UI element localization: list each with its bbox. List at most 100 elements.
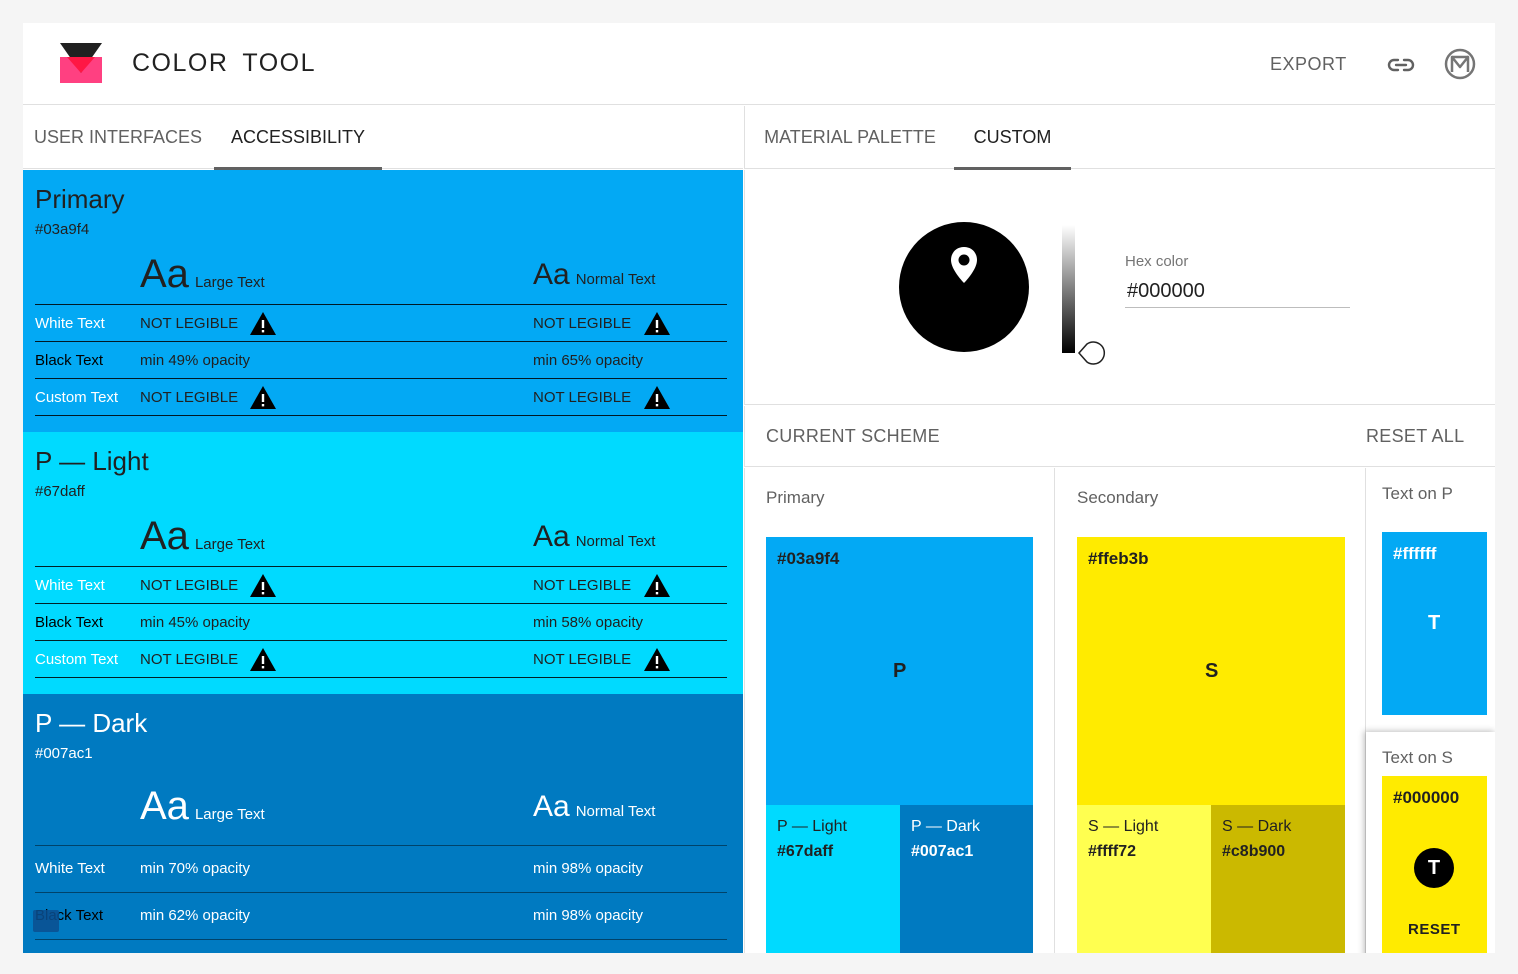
normal-text-result: min 98% opacity xyxy=(533,860,644,877)
row-label: White Text xyxy=(35,860,105,877)
slider-handle-icon[interactable] xyxy=(1077,340,1109,366)
large-text-sample-glyph: Aa xyxy=(140,514,189,558)
large-text-label: Large Text xyxy=(194,274,265,291)
accessibility-section: P — Light #67daff Aa Large Text Aa Normal Tex… xyxy=(23,432,743,694)
tab-accessibility[interactable]: ACCESSIBILITY xyxy=(214,106,382,170)
current-scheme-title: CURRENT SCHEME xyxy=(766,426,940,446)
row-divider xyxy=(35,939,727,940)
contrast-row: Black Text min 49% opacity min 65% opacity xyxy=(35,341,727,378)
large-text-result: min 70% opacity xyxy=(140,860,251,877)
normal-text-result: NOT LEGIBLE xyxy=(533,651,632,668)
text-on-primary-label: Text on P xyxy=(1382,484,1453,503)
text-on-primary-swatch[interactable]: #ffffff T xyxy=(1382,532,1487,715)
section-hex: #007ac1 xyxy=(35,745,93,762)
warning-icon xyxy=(643,311,671,336)
text-on-secondary-hex: #000000 xyxy=(1393,788,1460,807)
warning-icon xyxy=(249,573,277,598)
secondary-light-name: S — Light xyxy=(1088,818,1159,835)
large-text-result: min 49% opacity xyxy=(140,352,251,369)
large-text-label: Large Text xyxy=(194,806,265,823)
text-on-secondary-label: Text on S xyxy=(1382,748,1453,767)
section-title: P — Dark xyxy=(35,708,148,738)
normal-text-label: Normal Text xyxy=(575,533,656,550)
column-divider xyxy=(1365,468,1366,953)
normal-text-sample-glyph: Aa xyxy=(533,790,570,823)
lightness-slider[interactable] xyxy=(1062,225,1075,353)
secondary-letter: S xyxy=(1205,660,1219,682)
large-text-sample: Aa Large Text xyxy=(140,516,265,565)
location-pin-icon[interactable] xyxy=(949,246,979,284)
normal-text-sample: Aa Normal Text xyxy=(533,260,655,295)
primary-light-swatch[interactable]: P — Light #67daff xyxy=(766,805,900,953)
warning-icon xyxy=(249,311,277,336)
app-title: COLOR TOOL xyxy=(132,49,317,77)
large-text-result: min 45% opacity xyxy=(140,614,251,631)
large-text-sample: Aa Large Text xyxy=(140,786,265,835)
primary-dark-swatch[interactable]: P — Dark #007ac1 xyxy=(900,805,1033,953)
primary-swatch[interactable]: #03a9f4 P xyxy=(766,537,1033,805)
accessibility-panel: Primary #03a9f4 Aa Large Text Aa Normal Text W… xyxy=(23,170,743,953)
secondary-dark-hex: #c8b900 xyxy=(1222,843,1286,860)
app-header: COLOR TOOL EXPORT xyxy=(23,23,1495,105)
row-divider xyxy=(35,415,727,416)
primary-hex: #03a9f4 xyxy=(777,549,840,568)
secondary-hex: #ffeb3b xyxy=(1088,549,1149,568)
color-wheel[interactable] xyxy=(899,222,1029,352)
normal-text-label: Normal Text xyxy=(575,803,656,820)
text-on-secondary-swatch[interactable]: #000000 T RESET xyxy=(1382,776,1487,953)
large-text-result: NOT LEGIBLE xyxy=(140,389,239,406)
link-icon[interactable] xyxy=(1387,51,1415,79)
section-hex: #03a9f4 xyxy=(35,221,90,238)
tab-material-palette[interactable]: MATERIAL PALETTE xyxy=(764,127,936,147)
normal-text-result: NOT LEGIBLE xyxy=(533,315,632,332)
text-on-primary-hex: #ffffff xyxy=(1393,544,1437,563)
text-on-primary-letter: T xyxy=(1428,612,1441,634)
contrast-row: Black Text min 45% opacity min 58% opacity xyxy=(35,603,727,640)
contrast-row: White Text NOT LEGIBLE NOT LEGIBLE xyxy=(35,566,727,603)
secondary-light-swatch[interactable]: S — Light #ffff72 xyxy=(1077,805,1211,953)
hex-color-input[interactable] xyxy=(1125,275,1350,308)
row-label: Black Text xyxy=(35,614,104,631)
contrast-row: Custom Text NOT LEGIBLE NOT LEGIBLE xyxy=(35,378,727,415)
primary-light-name: P — Light xyxy=(777,818,847,835)
right-tab-bar: MATERIAL PALETTE CUSTOM xyxy=(744,106,1495,170)
reset-all-button[interactable]: RESET ALL xyxy=(1366,426,1465,446)
normal-text-result: NOT LEGIBLE xyxy=(533,389,632,406)
normal-text-sample: Aa Normal Text xyxy=(533,522,655,557)
row-label: White Text xyxy=(35,315,105,332)
normal-text-result: min 98% opacity xyxy=(533,907,644,924)
secondary-dark-swatch[interactable]: S — Dark #c8b900 xyxy=(1211,805,1345,953)
row-label: Custom Text xyxy=(35,651,119,668)
row-label: Custom Text xyxy=(35,389,119,406)
warning-icon xyxy=(643,385,671,410)
normal-text-result: min 58% opacity xyxy=(533,614,644,631)
export-button[interactable]: EXPORT xyxy=(1270,54,1347,74)
secondary-swatch[interactable]: #ffeb3b S xyxy=(1077,537,1345,805)
current-scheme-header: CURRENT SCHEME RESET ALL xyxy=(744,406,1495,467)
material-m-icon[interactable] xyxy=(1444,48,1476,80)
accessibility-section: P — Dark #007ac1 Aa Large Text Aa Normal Text… xyxy=(23,694,743,953)
secondary-light-hex: #ffff72 xyxy=(1088,843,1137,860)
normal-text-sample-glyph: Aa xyxy=(533,258,570,291)
primary-letter: P xyxy=(893,660,907,682)
feedback-button[interactable] xyxy=(33,910,59,932)
left-tab-bar: USER INTERFACES ACCESSIBILITY xyxy=(23,106,743,170)
normal-text-sample: Aa Normal Text xyxy=(533,792,655,827)
text-on-primary-card: Text on P #ffffff T xyxy=(1366,468,1495,715)
primary-light-hex: #67daff xyxy=(777,843,834,860)
section-hex: #67daff xyxy=(35,483,85,500)
secondary-dark-name: S — Dark xyxy=(1222,818,1292,835)
warning-icon xyxy=(249,385,277,410)
warning-icon xyxy=(643,573,671,598)
tab-custom[interactable]: CUSTOM xyxy=(954,106,1071,170)
large-text-sample-glyph: Aa xyxy=(140,252,189,296)
normal-text-sample-glyph: Aa xyxy=(533,520,570,553)
contrast-row: Black Text min 62% opacity min 98% opacity xyxy=(35,892,727,939)
row-label: Black Text xyxy=(35,352,104,369)
large-text-result: NOT LEGIBLE xyxy=(140,315,239,332)
primary-dark-hex: #007ac1 xyxy=(911,843,974,860)
large-text-sample-glyph: Aa xyxy=(140,784,189,828)
reset-button[interactable]: RESET xyxy=(1408,921,1461,938)
row-divider xyxy=(35,677,727,678)
tab-user-interfaces[interactable]: USER INTERFACES xyxy=(33,127,203,147)
